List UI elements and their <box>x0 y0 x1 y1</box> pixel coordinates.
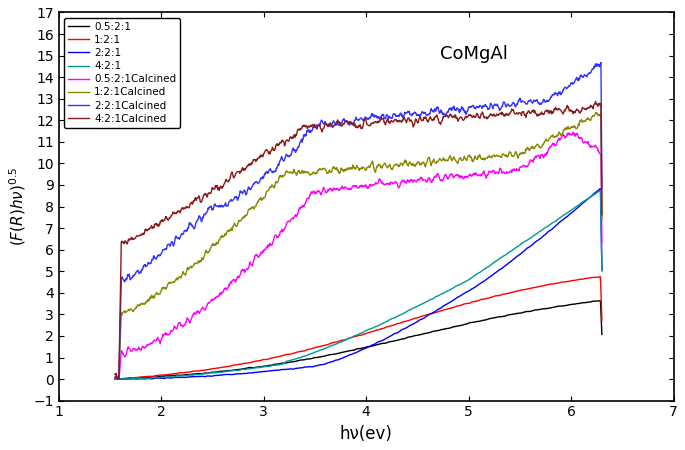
1:2:1 <box>111 376 119 382</box>
0.5:2:1Calcined <box>598 240 606 245</box>
4:2:1Calcined <box>326 121 334 126</box>
Line: 1:2:1Calcined: 1:2:1Calcined <box>115 112 602 378</box>
2:2:1Calcined <box>491 102 499 108</box>
2:2:1Calcined <box>500 99 508 104</box>
4:2:1 <box>326 344 334 349</box>
Line: 4:2:1: 4:2:1 <box>115 190 602 379</box>
4:2:1Calcined <box>308 122 316 127</box>
2:2:1Calcined <box>308 128 316 133</box>
0.5:2:1 <box>595 298 603 304</box>
2:2:1Calcined <box>326 123 334 129</box>
1:2:1 <box>598 318 606 323</box>
4:2:1Calcined <box>500 113 508 119</box>
0.5:2:1Calcined <box>445 174 453 180</box>
4:2:1 <box>111 376 119 382</box>
0.5:2:1Calcined <box>499 169 508 175</box>
2:2:1 <box>491 270 499 275</box>
X-axis label: hν(ev): hν(ev) <box>340 425 393 443</box>
0.5:2:1Calcined <box>490 169 499 175</box>
1:2:1Calcined <box>490 154 499 159</box>
Line: 2:2:1Calcined: 2:2:1Calcined <box>115 63 602 379</box>
4:2:1Calcined <box>491 113 499 119</box>
Line: 0.5:2:1: 0.5:2:1 <box>115 301 602 379</box>
4:2:1 <box>597 188 605 193</box>
0.5:2:1 <box>161 373 169 378</box>
1:2:1Calcined <box>111 375 119 381</box>
2:2:1Calcined <box>161 247 169 252</box>
1:2:1Calcined <box>598 216 606 222</box>
4:2:1 <box>112 376 121 382</box>
Line: 2:2:1: 2:2:1 <box>115 189 602 379</box>
1:2:1 <box>500 292 508 297</box>
Line: 1:2:1: 1:2:1 <box>115 277 602 379</box>
2:2:1Calcined <box>598 185 606 191</box>
1:2:1 <box>112 376 120 382</box>
1:2:1Calcined <box>499 151 508 157</box>
Text: CoMgAl: CoMgAl <box>440 45 508 63</box>
4:2:1Calcined <box>111 371 119 377</box>
0.5:2:1Calcined <box>308 191 316 196</box>
1:2:1Calcined <box>445 154 453 159</box>
2:2:1Calcined <box>114 376 123 382</box>
0.5:2:1 <box>446 325 454 331</box>
4:2:1Calcined <box>161 216 169 221</box>
4:2:1Calcined <box>598 212 606 217</box>
Line: 4:2:1Calcined: 4:2:1Calcined <box>115 101 602 379</box>
2:2:1 <box>598 267 606 273</box>
2:2:1Calcined <box>446 107 454 112</box>
1:2:1 <box>308 346 316 351</box>
0.5:2:1Calcined <box>160 332 169 337</box>
0.5:2:1 <box>308 356 316 361</box>
0.5:2:1 <box>491 315 499 320</box>
1:2:1Calcined <box>308 171 316 177</box>
4:2:1 <box>491 259 499 264</box>
2:2:1 <box>326 360 334 365</box>
1:2:1Calcined <box>160 285 169 291</box>
0.5:2:1Calcined <box>111 376 119 382</box>
0.5:2:1Calcined <box>325 187 334 192</box>
2:2:1 <box>111 376 119 382</box>
1:2:1 <box>491 293 499 299</box>
0.5:2:1Calcined <box>569 130 577 135</box>
1:2:1 <box>326 341 334 346</box>
0.5:2:1 <box>326 352 334 357</box>
4:2:1Calcined <box>113 376 121 382</box>
0.5:2:1 <box>500 314 508 319</box>
2:2:1 <box>161 375 169 381</box>
2:2:1Calcined <box>597 60 605 65</box>
1:2:1 <box>597 274 605 279</box>
1:2:1 <box>161 372 169 378</box>
1:2:1 <box>446 306 454 311</box>
0.5:2:1 <box>111 376 119 382</box>
1:2:1Calcined <box>325 167 334 172</box>
4:2:1 <box>598 268 606 274</box>
0.5:2:1 <box>114 376 123 382</box>
4:2:1 <box>308 351 316 356</box>
2:2:1 <box>308 364 316 369</box>
2:2:1 <box>597 186 605 191</box>
Legend: 0.5:2:1, 1:2:1, 2:2:1, 4:2:1, 0.5:2:1Calcined, 1:2:1Calcined, 2:2:1Calcined, 4:2: 0.5:2:1, 1:2:1, 2:2:1, 4:2:1, 0.5:2:1Cal… <box>64 18 180 128</box>
4:2:1 <box>161 374 169 380</box>
2:2:1 <box>446 300 454 305</box>
4:2:1Calcined <box>446 112 454 117</box>
1:2:1Calcined <box>592 110 600 115</box>
Line: 0.5:2:1Calcined: 0.5:2:1Calcined <box>115 132 602 379</box>
Y-axis label: $(F(R)h\nu)^{0.5}$: $(F(R)h\nu)^{0.5}$ <box>7 167 27 246</box>
0.5:2:1 <box>598 332 606 337</box>
2:2:1 <box>500 264 508 269</box>
4:2:1Calcined <box>591 99 599 104</box>
2:2:1 <box>113 376 121 382</box>
2:2:1Calcined <box>111 375 119 380</box>
4:2:1 <box>446 287 454 292</box>
4:2:1 <box>500 253 508 258</box>
